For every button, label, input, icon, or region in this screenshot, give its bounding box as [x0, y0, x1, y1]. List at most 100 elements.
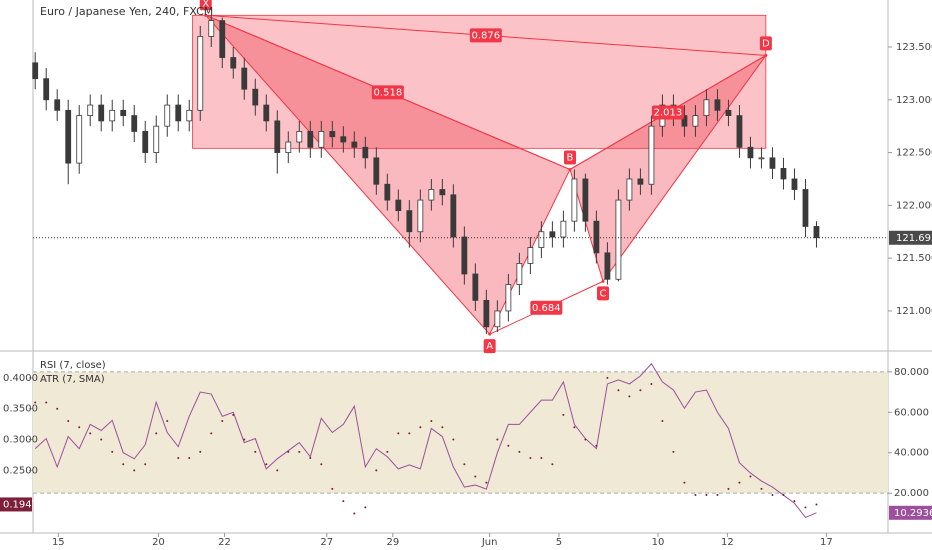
y-tick-label: 0.3000: [3, 435, 38, 446]
atr-dot: [727, 487, 730, 490]
atr-dot: [639, 389, 642, 392]
atr-dot: [441, 426, 444, 429]
pattern-point: [488, 332, 492, 336]
atr-dot: [309, 457, 312, 460]
atr-dot: [397, 432, 400, 435]
atr-dot: [364, 506, 367, 509]
atr-dot: [210, 432, 213, 435]
value-tag: [889, 505, 932, 520]
candle-body: [505, 284, 512, 312]
candle-body: [274, 120, 281, 153]
candle-body: [109, 109, 116, 122]
candle-body: [604, 252, 611, 280]
atr-dot: [298, 450, 301, 453]
candle-body: [296, 131, 303, 143]
atr-dot: [617, 389, 620, 392]
candle-body: [131, 115, 138, 132]
rsi-band: [33, 371, 888, 494]
candle-body: [780, 168, 787, 180]
legend-entry: RSI (7, close): [40, 360, 106, 371]
atr-dot: [408, 432, 411, 435]
candle-body: [43, 78, 50, 101]
atr-dot: [694, 494, 697, 497]
candle-body: [285, 141, 292, 153]
pattern-point: [601, 279, 605, 283]
candle-body: [714, 99, 721, 111]
candle-body: [802, 189, 809, 227]
atr-dot: [419, 426, 422, 429]
atr-dot: [760, 487, 763, 490]
candle-body: [560, 220, 567, 238]
atr-dot: [177, 457, 180, 460]
atr-dot: [45, 401, 48, 404]
y-tick-label: 0.2500: [3, 465, 38, 476]
atr-dot: [738, 481, 741, 484]
pattern-leg: [205, 14, 491, 335]
atr-dot: [452, 438, 455, 441]
candle-body: [428, 189, 435, 201]
atr-dot: [705, 494, 708, 497]
atr-dot: [551, 463, 554, 466]
candle-body: [406, 210, 413, 233]
atr-dot: [155, 432, 158, 435]
x-tick-label: 5: [556, 537, 562, 548]
y-tick-label: 121.000: [896, 306, 932, 317]
candle-body: [769, 157, 776, 169]
atr-dot: [78, 426, 81, 429]
atr-dot: [111, 450, 114, 453]
x-tick-label: 22: [218, 537, 231, 548]
candle-body: [615, 199, 622, 280]
candle-body: [307, 131, 314, 148]
atr-dot: [353, 512, 356, 515]
atr-dot: [804, 506, 807, 509]
y-tick-label: 0.4000: [3, 373, 38, 384]
atr-dot: [683, 481, 686, 484]
atr-dot: [375, 469, 378, 472]
atr-dot: [782, 494, 785, 497]
atr-dot: [430, 420, 433, 423]
candle-body: [538, 231, 545, 248]
atr-dot: [749, 475, 752, 478]
atr-dot: [232, 413, 235, 416]
atr-dot: [496, 438, 499, 441]
atr-dot: [716, 494, 719, 497]
chart-title: Euro / Japanese Yen, 240, FXCM: [40, 5, 213, 18]
rsi-line: [34, 362, 817, 519]
point-tag: [483, 339, 496, 354]
candle-body: [241, 67, 248, 90]
ratio-tag: [530, 300, 563, 315]
atr-dot: [276, 469, 279, 472]
candle-body: [175, 104, 182, 122]
atr-dot: [771, 494, 774, 497]
candle-body: [164, 104, 171, 127]
candle-body: [472, 273, 479, 301]
atr-dot: [518, 450, 521, 453]
candle-body: [197, 36, 204, 111]
candle-body: [450, 194, 457, 238]
candle-body: [252, 88, 259, 106]
ratio-tag: [651, 105, 684, 120]
atr-dot: [650, 383, 653, 386]
atr-dot: [573, 426, 576, 429]
candle-body: [571, 178, 578, 222]
y-tick-label: 123.500: [896, 42, 932, 53]
candle-body: [626, 178, 633, 201]
x-tick-label: 27: [320, 537, 333, 548]
atr-dot: [320, 463, 323, 466]
atr-dot: [254, 450, 257, 453]
atr-dot: [144, 463, 147, 466]
x-tick-label: 10: [652, 537, 665, 548]
atr-dot: [243, 438, 246, 441]
atr-dot: [606, 376, 609, 379]
atr-dot: [199, 450, 202, 453]
atr-dot: [265, 463, 268, 466]
atr-dot: [221, 420, 224, 423]
y2-tick-label: 20.000: [894, 488, 929, 499]
ratio-label: 0.518: [374, 87, 403, 98]
candle-body: [681, 115, 688, 127]
x-tick-label: 12: [721, 537, 734, 548]
candle-body: [142, 131, 149, 153]
candle-body: [813, 226, 820, 239]
x-tick-label: 17: [820, 537, 833, 548]
atr-dot: [67, 420, 70, 423]
